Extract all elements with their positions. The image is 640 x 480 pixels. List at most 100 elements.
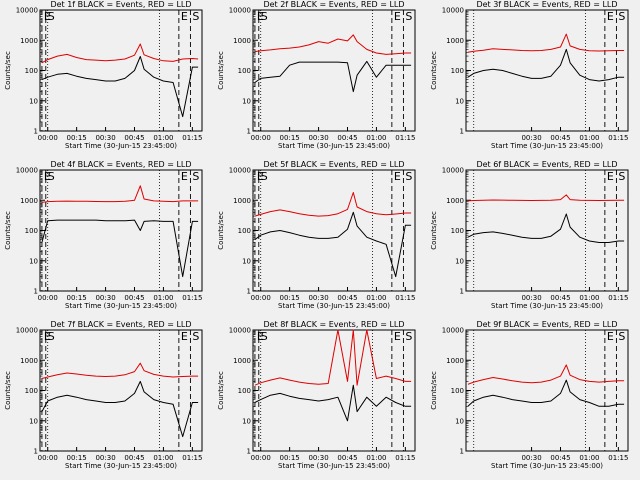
x-tick-label: 00:15	[67, 134, 87, 142]
x-axis-label: Start Time (30-Jun-15 23:45:00)	[491, 302, 603, 310]
y-tick-label: 1000	[233, 357, 251, 365]
series-line-lld	[41, 362, 199, 379]
y-tick-label: 1	[34, 128, 38, 136]
x-tick-label: 00:15	[67, 294, 87, 302]
x-tick-label: 01:15	[182, 294, 202, 302]
marker-label-S: S	[48, 10, 55, 23]
marker-label-E: E	[394, 170, 401, 183]
marker-label-E: E	[181, 330, 188, 343]
x-tick-label: 00:15	[280, 134, 300, 142]
detector-panel-2: Det 2f BLACK = Events, RED = LLD 1 10 100 10…	[217, 0, 416, 150]
y-tick-label: 10	[455, 97, 464, 105]
x-tick-label: 00:30	[95, 294, 115, 302]
x-tick-label: 01:00	[579, 294, 599, 302]
y-tick-label: 10000	[442, 7, 464, 15]
panel-title: Det 1f BLACK = Events, RED = LLD	[50, 0, 191, 9]
y-tick-label: 1000	[20, 37, 38, 45]
x-axis-label: Start Time (30-Jun-15 23:45:00)	[278, 302, 390, 310]
x-axis-label: Start Time (30-Jun-15 23:45:00)	[65, 142, 177, 150]
series-line-lld	[467, 33, 625, 53]
series-line-lld	[467, 364, 625, 385]
x-tick-label: 00:45	[550, 294, 570, 302]
x-tick-label: 01:00	[153, 134, 173, 142]
marker-label-E: E	[44, 330, 51, 343]
x-tick-label: 01:15	[182, 454, 202, 462]
marker-label-S: S	[618, 170, 625, 183]
x-tick-label: 00:30	[308, 294, 328, 302]
panel-title: Det 2f BLACK = Events, RED = LLD	[263, 0, 404, 9]
y-axis-label: Counts/sec	[217, 211, 225, 250]
series-line-lld	[467, 194, 625, 202]
x-tick-label: 00:30	[308, 454, 328, 462]
y-tick-label: 1	[34, 448, 38, 456]
y-tick-label: 1	[247, 288, 251, 296]
y-tick-label: 1000	[233, 197, 251, 205]
detector-panel-5: Det 5f BLACK = Events, RED = LLD 1 10 100 10…	[217, 160, 416, 310]
x-axis-label: Start Time (30-Jun-15 23:45:00)	[278, 462, 390, 470]
y-tick-label: 100	[238, 227, 251, 235]
series-line-events	[467, 379, 625, 407]
x-tick-label: 01:00	[153, 294, 173, 302]
detector-panel-9: Det 9f BLACK = Events, RED = LLD 1 10 100 10…	[430, 320, 629, 470]
y-tick-label: 10	[242, 257, 251, 265]
x-tick-label: 01:15	[608, 134, 628, 142]
marker-label-S: S	[192, 170, 199, 183]
y-tick-label: 10000	[229, 167, 251, 175]
marker-label-S: S	[405, 330, 412, 343]
panel-title: Det 7f BLACK = Events, RED = LLD	[50, 320, 191, 329]
y-tick-label: 1000	[446, 357, 464, 365]
x-tick-label: 00:45	[124, 294, 144, 302]
series-line-events	[41, 219, 199, 278]
marker-label-E: E	[44, 10, 51, 23]
series-line-lld	[254, 34, 412, 55]
y-tick-label: 100	[238, 387, 251, 395]
x-tick-label: 00:30	[521, 454, 541, 462]
y-tick-label: 10000	[229, 327, 251, 335]
x-tick-label: 00:15	[280, 294, 300, 302]
panel-title: Det 3f BLACK = Events, RED = LLD	[476, 0, 617, 9]
x-tick-label: 00:45	[124, 134, 144, 142]
marker-label-S: S	[192, 10, 199, 23]
plot-frame	[465, 169, 629, 292]
x-tick-label: 01:00	[366, 134, 386, 142]
x-tick-label: 00:30	[95, 454, 115, 462]
plot-frame	[465, 9, 629, 132]
x-tick-label: 00:00	[38, 134, 58, 142]
marker-label-E: E	[257, 10, 264, 23]
panel-title: Det 8f BLACK = Events, RED = LLD	[263, 320, 404, 329]
marker-label-E: E	[257, 330, 264, 343]
y-tick-label: 10000	[442, 167, 464, 175]
x-tick-label: 00:15	[280, 454, 300, 462]
x-tick-label: 01:15	[395, 454, 415, 462]
y-axis-label: Counts/sec	[430, 51, 438, 90]
y-axis-label: Counts/sec	[430, 371, 438, 410]
y-tick-label: 1000	[233, 37, 251, 45]
y-tick-label: 1	[247, 128, 251, 136]
y-axis-label: Counts/sec	[4, 51, 12, 90]
marker-label-S: S	[618, 330, 625, 343]
marker-label-E: E	[394, 330, 401, 343]
y-axis-label: Counts/sec	[430, 211, 438, 250]
panel-title: Det 5f BLACK = Events, RED = LLD	[263, 160, 404, 169]
panel-title: Det 6f BLACK = Events, RED = LLD	[476, 160, 617, 169]
y-tick-label: 100	[25, 67, 38, 75]
series-line-lld	[41, 185, 199, 203]
marker-label-S: S	[618, 10, 625, 23]
detector-panel-6: Det 6f BLACK = Events, RED = LLD 1 10 100 10…	[430, 160, 629, 310]
marker-label-S: S	[261, 170, 268, 183]
y-tick-label: 100	[238, 67, 251, 75]
panel-title: Det 9f BLACK = Events, RED = LLD	[476, 320, 617, 329]
series-line-events	[41, 380, 199, 438]
x-tick-label: 00:30	[95, 134, 115, 142]
y-axis-label: Counts/sec	[4, 211, 12, 250]
series-line-events	[41, 56, 199, 118]
y-tick-label: 10000	[229, 7, 251, 15]
x-tick-label: 00:00	[251, 134, 271, 142]
x-axis-label: Start Time (30-Jun-15 23:45:00)	[491, 462, 603, 470]
marker-label-S: S	[405, 10, 412, 23]
y-tick-label: 10	[455, 257, 464, 265]
series-line-events	[254, 60, 412, 93]
y-tick-label: 100	[451, 67, 464, 75]
marker-label-E: E	[181, 170, 188, 183]
x-axis-label: Start Time (30-Jun-15 23:45:00)	[278, 142, 390, 150]
